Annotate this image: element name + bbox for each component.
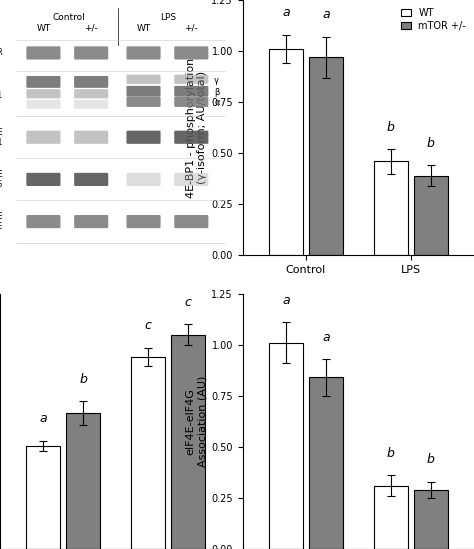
Bar bbox=[131, 357, 165, 549]
Text: a: a bbox=[282, 294, 290, 307]
FancyBboxPatch shape bbox=[174, 97, 209, 107]
Text: IP: eIF4E
IB: 4EBP1: IP: eIF4E IB: 4EBP1 bbox=[0, 127, 2, 147]
Text: 4EBP1: 4EBP1 bbox=[0, 91, 2, 99]
Text: b: b bbox=[387, 121, 395, 134]
Bar bbox=[26, 446, 60, 549]
FancyBboxPatch shape bbox=[127, 215, 161, 228]
FancyBboxPatch shape bbox=[127, 86, 161, 97]
Text: b: b bbox=[387, 447, 395, 460]
Text: WT: WT bbox=[137, 24, 151, 33]
Text: WT: WT bbox=[36, 24, 51, 33]
Bar bbox=[171, 334, 205, 549]
FancyBboxPatch shape bbox=[27, 173, 61, 186]
Y-axis label: eIF4E-eIF4G
Association (AU): eIF4E-eIF4G Association (AU) bbox=[186, 376, 207, 467]
FancyBboxPatch shape bbox=[127, 46, 161, 59]
FancyBboxPatch shape bbox=[127, 97, 161, 107]
FancyBboxPatch shape bbox=[74, 89, 108, 98]
Bar bbox=[374, 161, 408, 255]
FancyBboxPatch shape bbox=[127, 75, 161, 84]
FancyBboxPatch shape bbox=[174, 131, 209, 144]
FancyBboxPatch shape bbox=[127, 131, 161, 144]
Bar bbox=[414, 490, 448, 549]
Bar bbox=[309, 57, 343, 255]
Text: Control: Control bbox=[52, 13, 85, 23]
Bar bbox=[309, 377, 343, 549]
Bar bbox=[414, 176, 448, 255]
Text: b: b bbox=[427, 137, 435, 150]
Bar bbox=[374, 486, 408, 549]
FancyBboxPatch shape bbox=[27, 76, 61, 88]
Bar bbox=[66, 413, 100, 549]
Text: c: c bbox=[145, 320, 152, 333]
Text: β: β bbox=[214, 88, 219, 97]
FancyBboxPatch shape bbox=[174, 75, 209, 84]
Text: b: b bbox=[427, 453, 435, 466]
FancyBboxPatch shape bbox=[27, 89, 61, 98]
FancyBboxPatch shape bbox=[74, 76, 108, 88]
Text: a: a bbox=[39, 412, 47, 425]
FancyBboxPatch shape bbox=[27, 215, 61, 228]
Text: +/-: +/- bbox=[84, 24, 98, 33]
FancyBboxPatch shape bbox=[74, 173, 108, 186]
FancyBboxPatch shape bbox=[27, 46, 61, 59]
FancyBboxPatch shape bbox=[74, 215, 108, 228]
Text: c: c bbox=[185, 296, 191, 309]
FancyBboxPatch shape bbox=[74, 46, 108, 59]
FancyBboxPatch shape bbox=[174, 215, 209, 228]
Text: +/-: +/- bbox=[184, 24, 198, 33]
Text: α: α bbox=[214, 98, 219, 108]
FancyBboxPatch shape bbox=[174, 173, 209, 186]
Text: b: b bbox=[79, 373, 87, 385]
FancyBboxPatch shape bbox=[27, 131, 61, 144]
Text: IP: eIF4E
IB: eIF4E: IP: eIF4E IB: eIF4E bbox=[0, 212, 2, 231]
Bar bbox=[269, 49, 303, 255]
Bar bbox=[269, 343, 303, 549]
FancyBboxPatch shape bbox=[27, 100, 61, 109]
Text: γ: γ bbox=[214, 76, 219, 85]
FancyBboxPatch shape bbox=[174, 46, 209, 59]
Text: a: a bbox=[322, 8, 329, 21]
Text: a: a bbox=[322, 330, 329, 344]
Text: IP: eIF4E
IB: eIF4G: IP: eIF4E IB: eIF4G bbox=[0, 170, 2, 189]
Legend: WT, mTOR +/-: WT, mTOR +/- bbox=[398, 5, 469, 33]
Text: Total mTOR: Total mTOR bbox=[0, 48, 2, 58]
FancyBboxPatch shape bbox=[127, 173, 161, 186]
FancyBboxPatch shape bbox=[74, 131, 108, 144]
Text: a: a bbox=[282, 7, 290, 19]
FancyBboxPatch shape bbox=[174, 86, 209, 97]
FancyBboxPatch shape bbox=[74, 100, 108, 109]
Y-axis label: 4E-BP1 - phosphorylation
(γ-isoform; AU/total): 4E-BP1 - phosphorylation (γ-isoform; AU/… bbox=[186, 58, 207, 198]
Text: LPS: LPS bbox=[161, 13, 177, 23]
